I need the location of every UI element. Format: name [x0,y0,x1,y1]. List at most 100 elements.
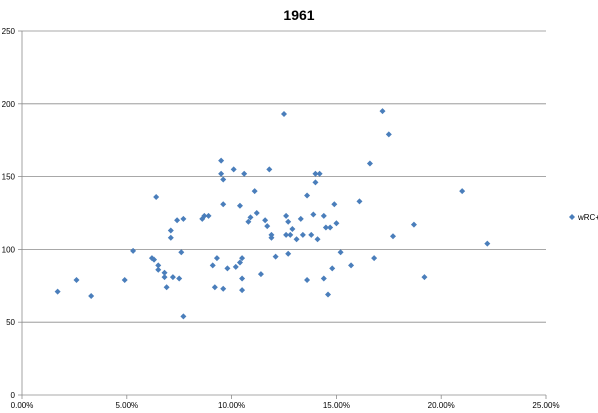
data-point [314,236,321,243]
data-point [272,253,279,260]
data-point [410,221,417,228]
legend: wRC+ [569,213,598,222]
data-point [236,259,243,266]
data-point [155,266,162,273]
data-point [312,179,319,186]
data-point [421,274,428,281]
data-point [169,274,176,281]
data-point [348,262,355,269]
data-point [245,218,252,225]
data-point [247,214,254,221]
y-tick-label: 200 [2,100,16,109]
data-point [218,170,225,177]
data-point [331,201,338,208]
data-point [329,265,336,272]
data-point [220,285,227,292]
x-tick-label: 10.00% [218,401,245,410]
data-point [239,287,246,294]
data-point [201,212,208,219]
x-tick-label: 15.00% [323,401,350,410]
data-point [484,240,491,247]
data-point [167,227,174,234]
data-point [153,193,160,200]
data-point [178,249,185,256]
data-point [325,291,332,298]
data-point [266,166,273,173]
data-point [297,215,304,222]
data-point [385,131,392,138]
data-point [180,215,187,222]
data-point [322,224,329,231]
data-point [257,271,264,278]
x-tick-labels: 0.00% 5.00% 10.00% 15.00% 20.00% 25.00% [11,401,560,410]
data-point [155,262,162,269]
data-point [239,255,246,262]
y-tick-labels: 0 50 100 150 200 250 [2,27,16,400]
data-point [54,288,61,295]
data-point [161,269,168,276]
data-point [308,231,315,238]
data-point [356,198,363,205]
x-tick-label: 25.00% [532,401,559,410]
data-point [327,224,334,231]
data-point [320,275,327,282]
data-point [151,256,158,263]
y-tick-label: 0 [11,391,16,400]
data-point [163,284,170,291]
data-point [333,220,340,227]
data-point [224,265,231,272]
data-point [88,292,95,299]
x-tick-label: 0.00% [11,401,34,410]
data-point [268,234,275,241]
data-point [389,233,396,240]
axes [18,30,547,399]
data-point [287,231,294,238]
data-point [285,218,292,225]
data-point [310,211,317,218]
data-point [316,170,323,177]
data-point [230,166,237,173]
data-point [281,110,287,117]
data-point [371,255,378,262]
data-point [241,170,248,177]
data-point [218,157,225,164]
data-point [239,275,246,282]
data-point [220,176,227,183]
data-point [130,247,137,254]
data-point [161,274,168,281]
data-point [205,212,212,219]
data-point [304,192,311,199]
data-point [251,188,258,195]
data-point [262,217,269,224]
y-tick-label: 50 [6,318,15,327]
data-point [283,231,290,238]
x-tick-label: 20.00% [428,401,455,410]
data-point [459,188,466,195]
data-point [121,276,128,283]
data-point [220,201,227,208]
data-point [209,262,216,269]
y-tick-label: 150 [2,173,16,182]
chart-title: 1961 [283,7,314,23]
gridlines [22,30,546,323]
legend-label: wRC+ [577,213,598,222]
data-point [299,231,306,238]
data-point [293,236,300,243]
y-tick-label: 250 [2,27,16,36]
data-point [180,313,187,320]
data-point [213,255,220,262]
data-points [54,108,491,320]
data-point [320,212,327,219]
data-point [312,170,319,177]
data-point [253,210,260,216]
x-tick-label: 5.00% [115,401,138,410]
data-point [283,212,290,219]
data-point [176,275,183,282]
data-point [379,108,386,115]
data-point [211,284,218,291]
data-point [236,202,243,209]
data-point [232,263,239,270]
data-point [337,249,344,256]
